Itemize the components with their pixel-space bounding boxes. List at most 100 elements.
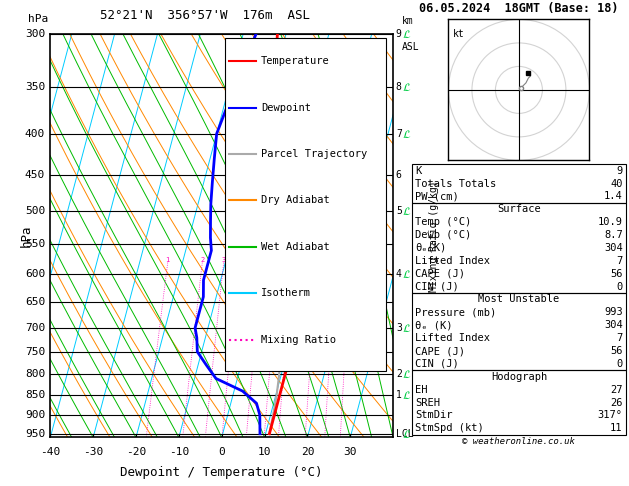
Text: 550: 550 bbox=[25, 239, 45, 249]
Text: 06.05.2024  18GMT (Base: 18): 06.05.2024 18GMT (Base: 18) bbox=[419, 1, 619, 15]
Text: 6: 6 bbox=[396, 170, 402, 180]
Text: hPa: hPa bbox=[20, 225, 33, 247]
Text: 4: 4 bbox=[237, 257, 242, 262]
Text: Surface: Surface bbox=[497, 204, 541, 214]
Text: Most Unstable: Most Unstable bbox=[478, 295, 560, 305]
Text: Totals Totals: Totals Totals bbox=[415, 178, 496, 189]
Text: $\mathcal{L}$: $\mathcal{L}$ bbox=[403, 389, 411, 401]
Text: 20: 20 bbox=[332, 257, 340, 262]
Text: SREH: SREH bbox=[415, 398, 440, 408]
Text: © weatheronline.co.uk: © weatheronline.co.uk bbox=[462, 436, 576, 446]
Text: 2: 2 bbox=[396, 369, 402, 379]
Text: 993: 993 bbox=[604, 307, 623, 317]
Text: CAPE (J): CAPE (J) bbox=[415, 269, 465, 279]
Text: 4: 4 bbox=[396, 269, 402, 279]
Text: Lifted Index: Lifted Index bbox=[415, 256, 490, 266]
Text: 2: 2 bbox=[200, 257, 204, 262]
Text: EH: EH bbox=[415, 384, 428, 395]
Text: CIN (J): CIN (J) bbox=[415, 359, 459, 369]
Text: 1: 1 bbox=[165, 257, 170, 262]
Text: Isotherm: Isotherm bbox=[261, 288, 311, 298]
Text: 25: 25 bbox=[347, 257, 355, 262]
Text: 0: 0 bbox=[218, 448, 225, 457]
Text: $\mathcal{L}$: $\mathcal{L}$ bbox=[403, 368, 411, 380]
Text: Mixing Ratio: Mixing Ratio bbox=[261, 334, 336, 345]
Text: 10: 10 bbox=[258, 448, 271, 457]
Text: CIN (J): CIN (J) bbox=[415, 281, 459, 292]
Text: 6: 6 bbox=[260, 257, 265, 262]
Text: 3: 3 bbox=[396, 323, 402, 333]
Text: 20: 20 bbox=[301, 448, 314, 457]
Text: 26: 26 bbox=[610, 398, 623, 408]
Text: 0: 0 bbox=[616, 281, 623, 292]
Text: 1: 1 bbox=[396, 390, 402, 400]
Text: 450: 450 bbox=[25, 170, 45, 180]
Text: 56: 56 bbox=[610, 346, 623, 356]
Text: 8: 8 bbox=[396, 83, 402, 92]
Text: Pressure (mb): Pressure (mb) bbox=[415, 307, 496, 317]
Text: CAPE (J): CAPE (J) bbox=[415, 346, 465, 356]
Text: $\mathcal{L}$: $\mathcal{L}$ bbox=[403, 28, 411, 40]
Text: $\mathcal{L}$: $\mathcal{L}$ bbox=[403, 205, 411, 217]
Text: 400: 400 bbox=[25, 129, 45, 139]
Text: 600: 600 bbox=[25, 269, 45, 279]
Text: 30: 30 bbox=[343, 448, 357, 457]
Text: PW (cm): PW (cm) bbox=[415, 191, 459, 202]
Text: Dewpoint / Temperature (°C): Dewpoint / Temperature (°C) bbox=[121, 466, 323, 479]
Text: ASL: ASL bbox=[402, 42, 420, 52]
Text: Temperature: Temperature bbox=[261, 56, 330, 66]
Text: 9: 9 bbox=[396, 29, 402, 39]
Text: 10: 10 bbox=[289, 257, 297, 262]
Text: StmDir: StmDir bbox=[415, 410, 453, 420]
Text: 15: 15 bbox=[314, 257, 322, 262]
Text: 750: 750 bbox=[25, 347, 45, 357]
Text: 10.9: 10.9 bbox=[598, 217, 623, 227]
Text: 304: 304 bbox=[604, 320, 623, 330]
Text: 5: 5 bbox=[396, 206, 402, 216]
Text: Mixing Ratio (g/kg): Mixing Ratio (g/kg) bbox=[429, 180, 439, 292]
Text: θₑ(K): θₑ(K) bbox=[415, 243, 447, 253]
Text: Dewpoint: Dewpoint bbox=[261, 103, 311, 113]
Text: -30: -30 bbox=[83, 448, 103, 457]
Text: 3: 3 bbox=[221, 257, 226, 262]
Text: 650: 650 bbox=[25, 297, 45, 307]
Text: 7: 7 bbox=[616, 333, 623, 343]
Text: 0: 0 bbox=[616, 359, 623, 369]
Text: Hodograph: Hodograph bbox=[491, 372, 547, 382]
Text: $\mathcal{L}$: $\mathcal{L}$ bbox=[403, 268, 411, 280]
Text: 900: 900 bbox=[25, 410, 45, 420]
Text: 317°: 317° bbox=[598, 410, 623, 420]
Text: 40: 40 bbox=[610, 178, 623, 189]
Text: StmSpd (kt): StmSpd (kt) bbox=[415, 423, 484, 434]
Text: Dry Adiabat: Dry Adiabat bbox=[261, 195, 330, 206]
Text: 850: 850 bbox=[25, 390, 45, 400]
Text: Dewp (°C): Dewp (°C) bbox=[415, 230, 471, 240]
Text: Parcel Trajectory: Parcel Trajectory bbox=[261, 149, 367, 159]
Text: $\mathcal{L}$: $\mathcal{L}$ bbox=[403, 428, 411, 440]
Text: -40: -40 bbox=[40, 448, 60, 457]
Text: Temp (°C): Temp (°C) bbox=[415, 217, 471, 227]
Text: 56: 56 bbox=[610, 269, 623, 279]
Text: hPa: hPa bbox=[28, 14, 48, 24]
Text: -10: -10 bbox=[169, 448, 189, 457]
Text: 7: 7 bbox=[396, 129, 402, 139]
Text: K: K bbox=[415, 166, 421, 176]
Text: -20: -20 bbox=[126, 448, 146, 457]
Text: 11: 11 bbox=[610, 423, 623, 434]
Text: 350: 350 bbox=[25, 83, 45, 92]
Text: 52°21'N  356°57'W  176m  ASL: 52°21'N 356°57'W 176m ASL bbox=[99, 9, 309, 22]
Text: 800: 800 bbox=[25, 369, 45, 379]
Text: kt: kt bbox=[453, 29, 465, 39]
Text: 300: 300 bbox=[25, 29, 45, 39]
Text: km: km bbox=[402, 16, 413, 26]
Text: 950: 950 bbox=[25, 429, 45, 439]
Text: $\mathcal{L}$: $\mathcal{L}$ bbox=[403, 82, 411, 93]
Text: Wet Adiabat: Wet Adiabat bbox=[261, 242, 330, 252]
Text: LCL: LCL bbox=[396, 429, 413, 439]
Bar bbox=[225, 38, 386, 371]
Text: Lifted Index: Lifted Index bbox=[415, 333, 490, 343]
Text: 304: 304 bbox=[604, 243, 623, 253]
Text: 9: 9 bbox=[616, 166, 623, 176]
Text: 27: 27 bbox=[610, 384, 623, 395]
Text: 8.7: 8.7 bbox=[604, 230, 623, 240]
